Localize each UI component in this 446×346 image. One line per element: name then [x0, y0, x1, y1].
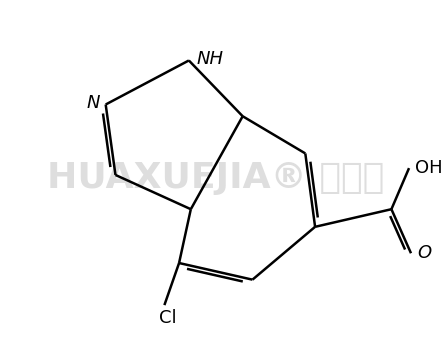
- Text: HUAXUEJIA® 化学加: HUAXUEJIA® 化学加: [47, 161, 384, 195]
- Text: NH: NH: [197, 49, 224, 67]
- Text: Cl: Cl: [160, 309, 177, 327]
- Text: OH: OH: [415, 159, 442, 177]
- Text: N: N: [87, 93, 100, 111]
- Text: O: O: [417, 244, 431, 262]
